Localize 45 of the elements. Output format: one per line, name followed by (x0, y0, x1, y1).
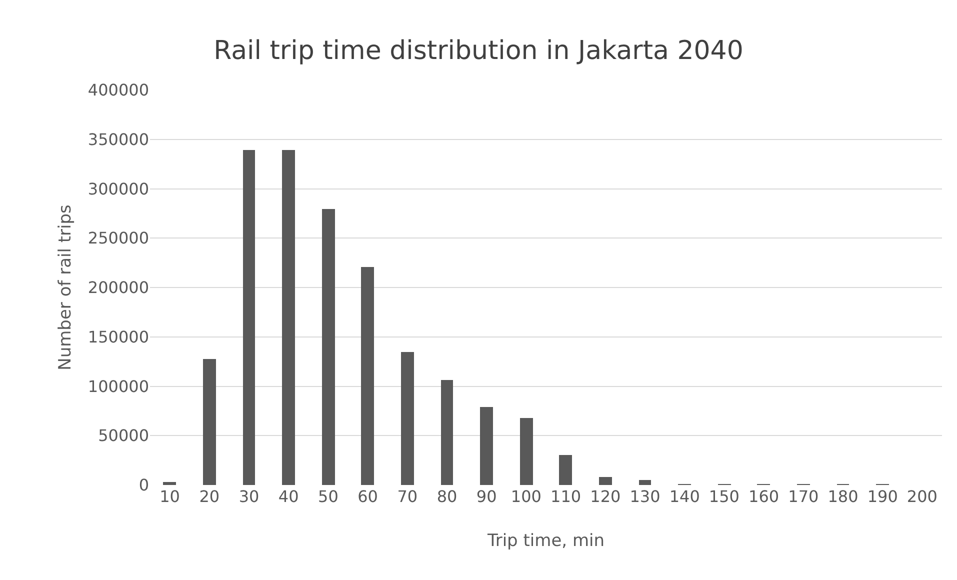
x-tick-label: 40 (278, 487, 299, 506)
x-tick-label: 200 (906, 487, 938, 506)
bar (361, 267, 374, 485)
x-axis-title: Trip time, min (486, 531, 605, 551)
x-tick-label: 10 (160, 487, 180, 506)
bar (401, 352, 414, 485)
y-tick-label: 0 (138, 476, 149, 495)
x-tick-label: 30 (238, 487, 260, 506)
x-tick-label: 120 (590, 487, 621, 506)
chart-title: Rail trip time distribution in Jakarta 2040 (214, 36, 744, 66)
x-tick-label: 170 (788, 487, 819, 506)
y-tick-label: 200000 (88, 278, 149, 298)
y-tick-label: 100000 (88, 376, 149, 396)
x-tick-label: 90 (476, 487, 497, 506)
x-tick-label: 80 (436, 487, 458, 506)
bar (480, 407, 493, 485)
x-tick-label: 60 (358, 487, 378, 506)
x-tick-label: 130 (630, 487, 660, 506)
y-tick-label: 300000 (88, 179, 149, 198)
bar (559, 455, 572, 485)
x-tick-label: 70 (397, 487, 418, 506)
y-tick-label: 150000 (88, 327, 149, 346)
bar (163, 482, 176, 485)
bar (441, 380, 453, 485)
x-tick-label: 160 (748, 487, 780, 506)
bar (322, 209, 335, 485)
bar (520, 418, 533, 485)
bar (282, 150, 295, 485)
x-tick-label: 180 (828, 487, 858, 506)
bar (639, 480, 651, 485)
bar (243, 150, 255, 485)
y-tick-label: 50000 (98, 426, 149, 446)
x-tick-label: 110 (550, 487, 582, 506)
y-tick-label: 250000 (88, 228, 149, 248)
x-tick-label: 150 (708, 487, 740, 506)
bar (203, 359, 216, 485)
x-tick-label: 100 (510, 487, 542, 506)
x-tick-label: 50 (318, 487, 338, 506)
x-tick-label: 140 (669, 487, 700, 506)
y-tick-label: 400000 (88, 80, 149, 100)
bar (599, 477, 612, 485)
y-tick-label: 350000 (88, 130, 149, 149)
x-tick-label: 190 (867, 487, 898, 506)
x-tick-label: 20 (199, 487, 220, 506)
y-axis-title: Number of rail trips (55, 204, 76, 370)
